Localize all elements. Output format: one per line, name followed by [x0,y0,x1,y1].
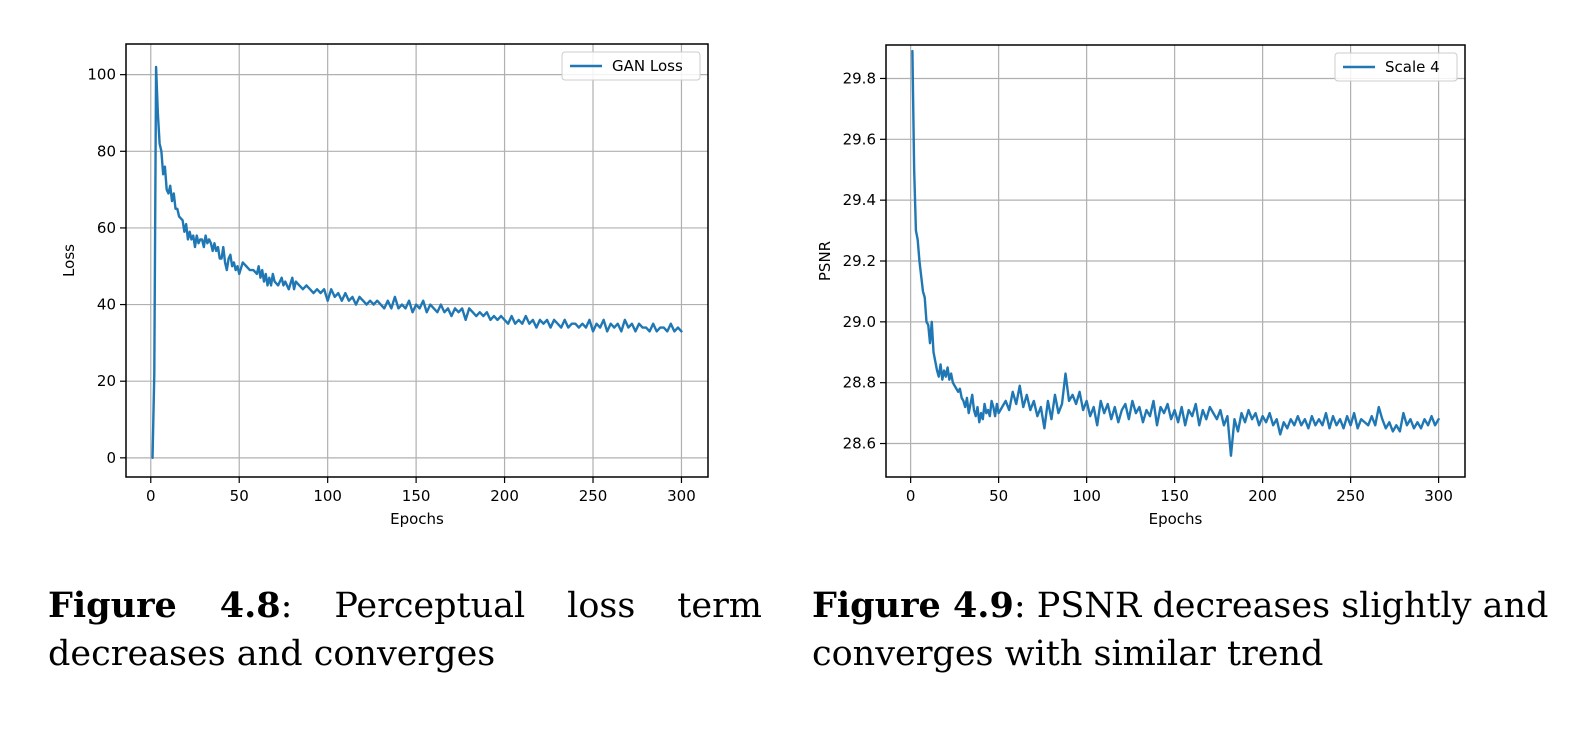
legend-box [1334,52,1458,82]
figure-caption: Figure 4.9: PSNR decreases slightly and … [812,582,1552,678]
series-line-0 [151,65,683,460]
plot-frame [125,43,709,478]
x-tick-label: 50 [989,487,1008,505]
legend: Scale 4 [1334,52,1458,82]
y-tick-label: 80 [97,142,116,160]
y-tick-label: 40 [97,296,116,314]
x-tick-label: 100 [1072,487,1101,505]
x-tick-label: 300 [1424,487,1453,505]
x-axis-label: Epochs [390,510,444,528]
x-tick-label: 100 [313,487,342,505]
x-tick-label: 300 [667,487,696,505]
x-tick-label: 200 [1248,487,1277,505]
y-tick-label: 29.8 [843,69,876,87]
y-tick-label: 0 [106,449,116,467]
y-tick-label: 29.0 [843,313,876,331]
y-tick-label: 28.8 [843,374,876,392]
figure-caption: Figure 4.8: Perceptual loss term decreas… [48,582,762,678]
x-tick-label: 150 [402,487,431,505]
y-axis-label: PSNR [816,241,834,281]
x-tick-label: 50 [230,487,249,505]
caption-text: : PSNR decreases slightly and converges … [812,586,1549,674]
x-axis-label: Epochs [1149,510,1203,528]
legend-label: GAN Loss [612,57,683,75]
caption-text: : Perceptual loss term decreases and con… [48,586,762,674]
series-line-0 [911,49,1440,457]
x-tick-label: 150 [1160,487,1189,505]
figure-4-8: 0 50 100 150 200 250 300 0 20 40 60 80 100 Epochs Loss… [48,43,762,678]
gan-loss-chart: 0 50 100 150 200 250 300 0 20 40 60 80 100 Epochs Loss… [60,43,709,528]
y-tick-label: 60 [97,219,116,237]
y-tick-label: 29.2 [843,252,876,270]
x-tick-label: 200 [490,487,519,505]
y-tick-label: 29.4 [843,191,876,209]
x-tick-label: 0 [146,487,156,505]
y-tick-label: 29.6 [843,130,876,148]
x-tick-label: 250 [1336,487,1365,505]
caption-label: Figure 4.8 [48,585,281,626]
x-tick-label: 0 [906,487,916,505]
caption-label: Figure 4.9 [812,585,1014,626]
y-axis-label: Loss [60,244,78,277]
legend-label: Scale 4 [1385,58,1440,76]
x-tick-label: 250 [579,487,608,505]
y-tick-label: 20 [97,372,116,390]
figure-4-9: 0 50 100 150 200 250 300 28.6 28.8 29.0 29.2 29.4 29… [790,0,1580,730]
legend: GAN Loss [561,51,701,81]
psnr-chart: 0 50 100 150 200 250 300 28.6 28.8 29.0 29.2 29.4 29… [816,44,1466,528]
y-tick-label: 100 [87,66,116,84]
legend-box [561,51,701,81]
y-tick-label: 28.6 [843,435,876,453]
